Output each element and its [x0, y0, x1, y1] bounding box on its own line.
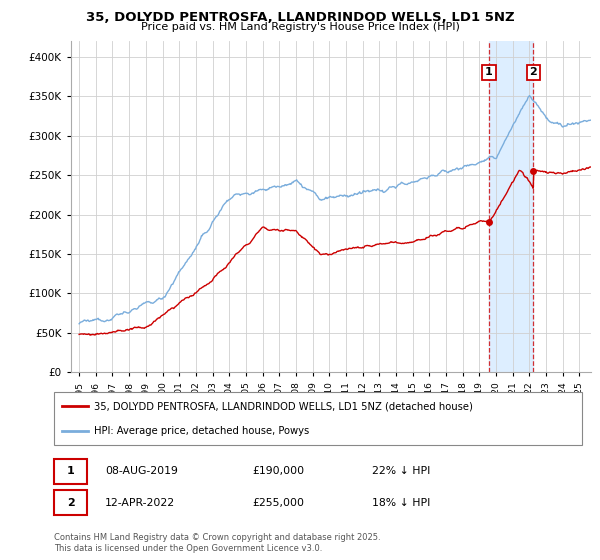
- Text: Price paid vs. HM Land Registry's House Price Index (HPI): Price paid vs. HM Land Registry's House …: [140, 22, 460, 32]
- Text: 22% ↓ HPI: 22% ↓ HPI: [372, 466, 430, 476]
- Text: 2: 2: [67, 498, 74, 507]
- Text: £255,000: £255,000: [252, 498, 304, 507]
- Text: 08-AUG-2019: 08-AUG-2019: [105, 466, 178, 476]
- Text: Contains HM Land Registry data © Crown copyright and database right 2025.
This d: Contains HM Land Registry data © Crown c…: [54, 533, 380, 553]
- Text: 35, DOLYDD PENTROSFA, LLANDRINDOD WELLS, LD1 5NZ (detached house): 35, DOLYDD PENTROSFA, LLANDRINDOD WELLS,…: [94, 402, 472, 412]
- FancyBboxPatch shape: [54, 392, 582, 445]
- Bar: [489, 41, 533, 372]
- Text: 12-APR-2022: 12-APR-2022: [105, 498, 175, 507]
- Text: £190,000: £190,000: [252, 466, 304, 476]
- Text: HPI: Average price, detached house, Powys: HPI: Average price, detached house, Powy…: [94, 426, 309, 436]
- Text: 1: 1: [67, 466, 74, 476]
- Text: 35, DOLYDD PENTROSFA, LLANDRINDOD WELLS, LD1 5NZ: 35, DOLYDD PENTROSFA, LLANDRINDOD WELLS,…: [86, 11, 514, 24]
- Text: 2: 2: [530, 67, 538, 77]
- Text: 1: 1: [485, 67, 493, 77]
- Text: 18% ↓ HPI: 18% ↓ HPI: [372, 498, 430, 507]
